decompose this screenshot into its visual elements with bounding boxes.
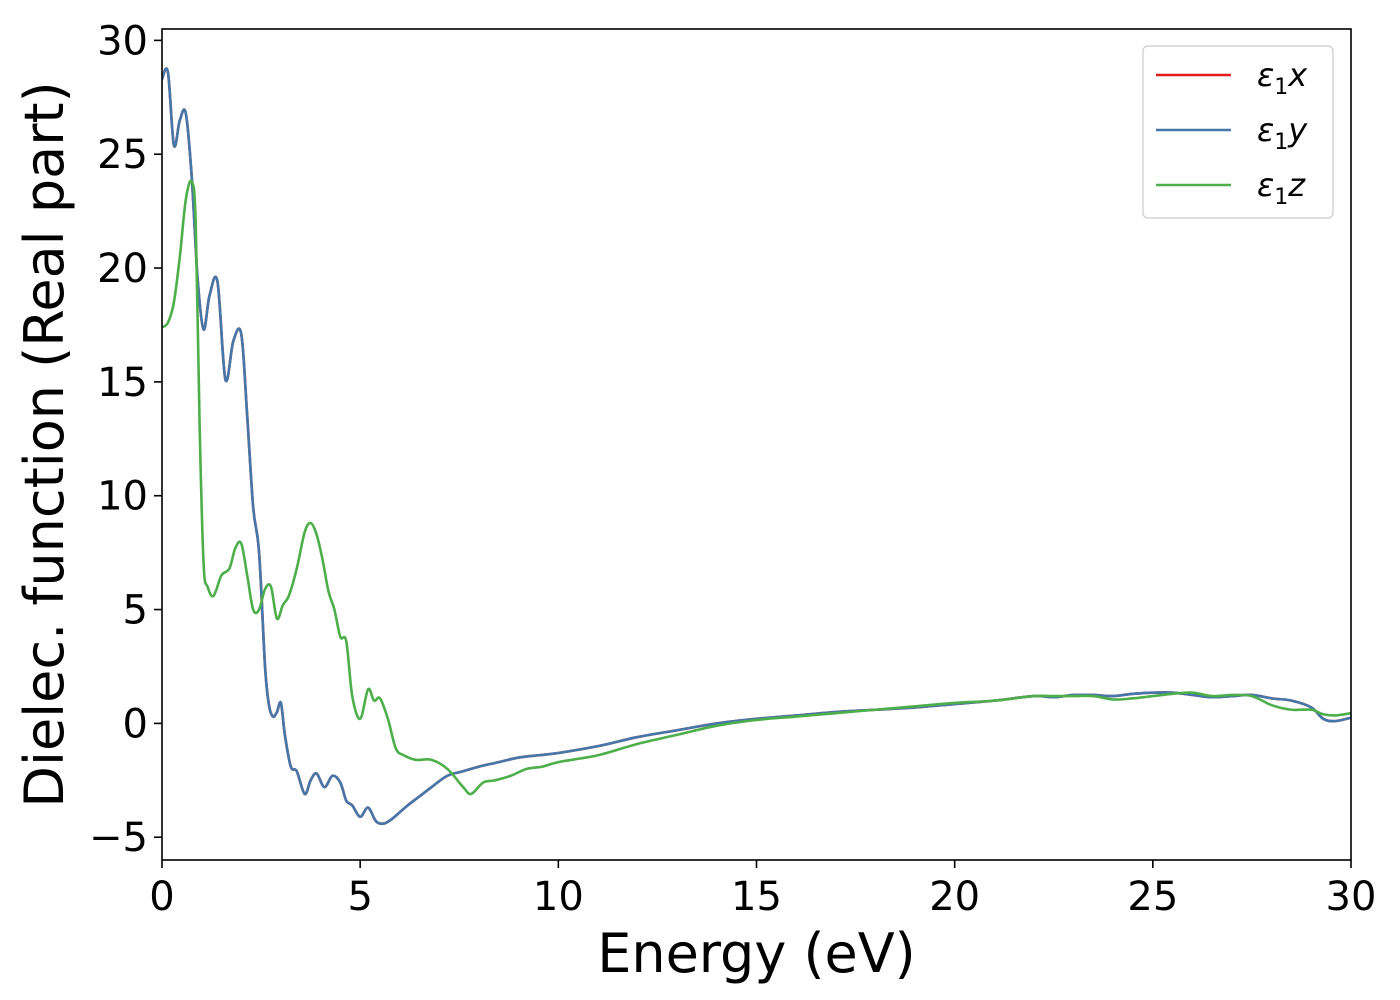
legend-label-y: ε1y <box>1257 111 1308 155</box>
y-tick-label: 25 <box>97 132 148 178</box>
series-line-z <box>162 179 1351 796</box>
x-axis-label: Energy (eV) <box>597 922 916 985</box>
y-tick-label: 20 <box>97 246 148 292</box>
y-axis-label: Dielec. function (Real part) <box>13 81 76 807</box>
y-tick-label: 30 <box>97 18 148 64</box>
y-tick-label: −5 <box>89 815 148 861</box>
y-tick-label: 5 <box>123 588 148 634</box>
x-tick-label: 10 <box>533 874 584 920</box>
series-layer <box>162 67 1351 826</box>
x-tick-label: 15 <box>731 874 782 920</box>
legend-box <box>1142 45 1334 219</box>
y-tick-label: 0 <box>123 701 148 747</box>
x-tick-label: 0 <box>149 874 174 920</box>
x-tick-label: 25 <box>1127 874 1178 920</box>
x-tick-label: 20 <box>929 874 980 920</box>
x-tick-label: 5 <box>347 874 372 920</box>
legend-label-x: ε1x <box>1257 56 1308 100</box>
series-line-y <box>162 67 1351 826</box>
legend: ε1x ε1y ε1z <box>1142 45 1334 219</box>
y-tick-label: 15 <box>97 360 148 406</box>
y-axis-ticks: −5 0 5 10 15 20 25 30 <box>89 18 162 861</box>
y-tick-label: 10 <box>97 474 148 520</box>
x-axis-ticks: 0 5 10 15 20 25 30 <box>149 860 1376 920</box>
legend-label-z: ε1z <box>1257 166 1306 210</box>
x-tick-label: 30 <box>1326 874 1377 920</box>
